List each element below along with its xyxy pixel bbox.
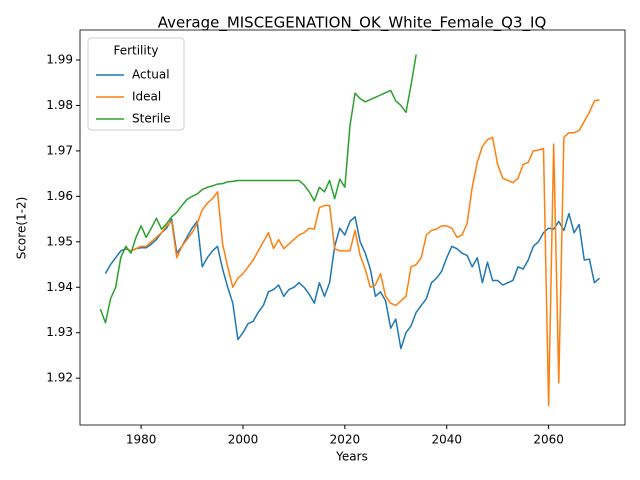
y-tick-label: 1.92 <box>46 371 73 385</box>
line-ideal <box>125 99 600 407</box>
legend-label: Actual <box>132 68 170 82</box>
x-tick-label: 2020 <box>330 433 361 447</box>
x-tick-label: 2000 <box>228 433 259 447</box>
x-axis-label: Years <box>335 450 368 464</box>
x-tick-label: 2060 <box>533 433 564 447</box>
x-tick-label: 2040 <box>431 433 462 447</box>
line-sterile <box>99 54 417 324</box>
y-tick-label: 1.93 <box>46 325 73 339</box>
legend-label: Sterile <box>132 112 171 126</box>
y-tick-label: 1.98 <box>46 98 73 112</box>
y-tick-label: 1.95 <box>46 234 73 248</box>
y-axis-label: Score(1-2) <box>15 197 29 260</box>
y-tick-label: 1.96 <box>46 189 73 203</box>
legend-box <box>87 37 185 131</box>
y-tick-label: 1.94 <box>46 280 73 294</box>
chart-title: Average_MISCEGENATION_OK_White_Female_Q3… <box>158 14 547 33</box>
y-tick-label: 1.97 <box>46 143 73 157</box>
legend-title: Fertility <box>113 44 158 58</box>
line-actual <box>104 212 601 350</box>
plot-frame <box>79 29 626 426</box>
legend-label: Ideal <box>132 90 161 104</box>
y-tick-label: 1.99 <box>46 53 73 67</box>
x-tick-label: 1980 <box>126 433 157 447</box>
